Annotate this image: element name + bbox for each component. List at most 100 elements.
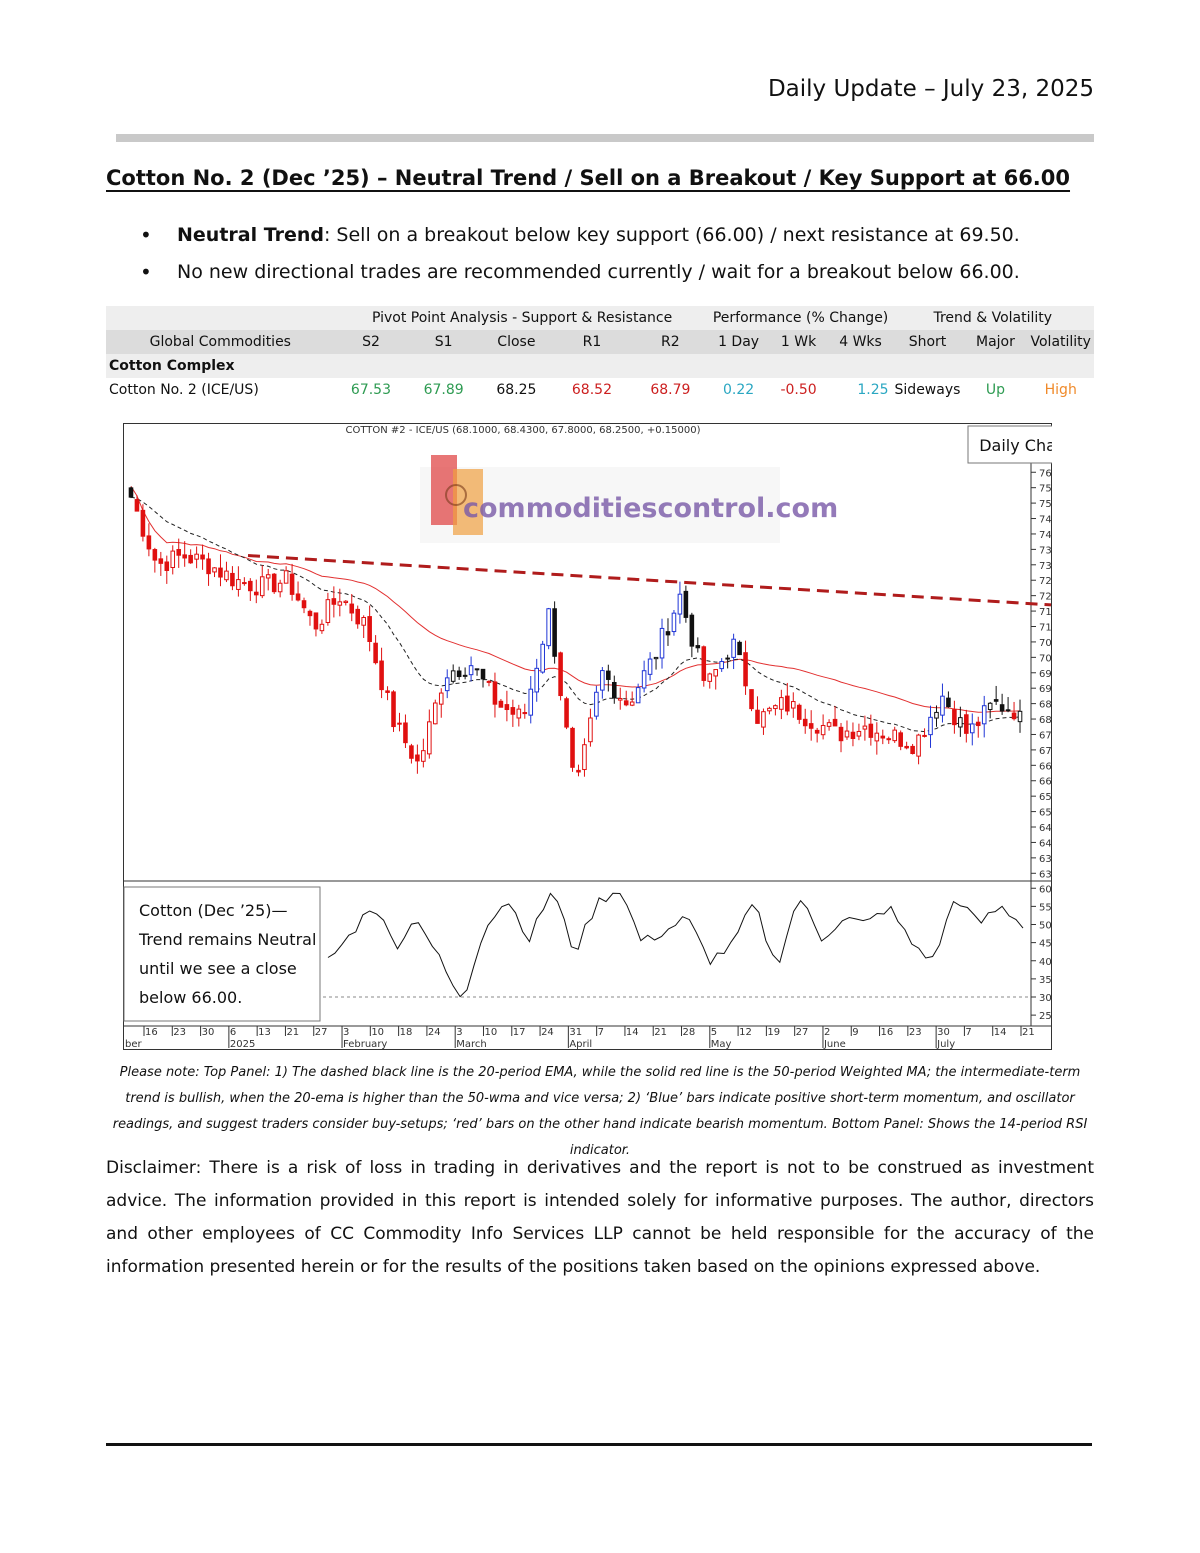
candle bbox=[904, 741, 909, 750]
candle bbox=[880, 729, 886, 745]
col-header: 4 Wks bbox=[829, 330, 892, 354]
moving-averages bbox=[130, 486, 1021, 733]
bullet-item: No new directional trades are recommende… bbox=[140, 259, 1020, 296]
candle bbox=[295, 581, 301, 602]
candle bbox=[319, 619, 325, 634]
date-tick-label: 23 bbox=[173, 1027, 186, 1038]
daily-chart-text: Daily Chart bbox=[979, 436, 1052, 455]
candle bbox=[940, 683, 945, 723]
col-header: Global Commodities bbox=[106, 330, 335, 354]
date-tick-label: 2 bbox=[824, 1027, 830, 1038]
chart-axes: 76.0 75.5 75.0 74.5 74.0 73.5 73.0 72.5 72.0 71.5… bbox=[125, 468, 1052, 1050]
candle bbox=[826, 719, 832, 731]
month-label: June bbox=[823, 1039, 846, 1050]
candle-body bbox=[910, 745, 915, 755]
candle-body bbox=[271, 573, 277, 593]
price-tick-label: 76.0 bbox=[1039, 468, 1052, 479]
rsi-tick-label: 40 bbox=[1039, 957, 1052, 968]
candle-body bbox=[832, 718, 838, 727]
candle-body bbox=[349, 603, 355, 614]
candle-body bbox=[1005, 709, 1011, 712]
candle-body bbox=[892, 729, 898, 742]
candle bbox=[140, 504, 146, 542]
date-tick-label: 9 bbox=[852, 1027, 858, 1038]
date-tick-label: 16 bbox=[145, 1027, 158, 1038]
candle bbox=[683, 585, 689, 623]
date-tick-label: 21 bbox=[1022, 1027, 1035, 1038]
candle-body bbox=[987, 702, 993, 711]
candle-body bbox=[773, 705, 778, 710]
price-tick-label: 68.5 bbox=[1039, 700, 1052, 711]
candle bbox=[564, 696, 569, 730]
candle-body bbox=[570, 727, 575, 768]
date-tick-label: 28 bbox=[683, 1027, 696, 1038]
candle-body bbox=[200, 554, 205, 560]
candle-body bbox=[1017, 710, 1023, 723]
candle-body bbox=[856, 730, 862, 737]
date-tick-label: 7 bbox=[965, 1027, 971, 1038]
section-label: Cotton Complex bbox=[106, 354, 1094, 378]
candle-body bbox=[319, 623, 325, 632]
date-tick-label: 24 bbox=[541, 1027, 554, 1038]
candle bbox=[719, 658, 724, 672]
candle-body bbox=[617, 698, 623, 701]
date-tick-label: 30 bbox=[202, 1027, 215, 1038]
candle bbox=[868, 714, 874, 746]
candle bbox=[958, 706, 963, 737]
candle bbox=[725, 654, 730, 669]
candle-body bbox=[904, 745, 909, 749]
candle bbox=[558, 651, 563, 701]
table-row: Cotton No. 2 (ICE/US) 67.53 67.89 68.25 … bbox=[106, 378, 1094, 402]
candle bbox=[1011, 701, 1017, 721]
candle-body bbox=[134, 499, 140, 512]
month-label: March bbox=[456, 1039, 486, 1050]
candle bbox=[1017, 699, 1023, 733]
price-tick-label: 73.0 bbox=[1039, 561, 1052, 572]
candle bbox=[874, 722, 880, 755]
candle bbox=[289, 563, 295, 601]
candle-body bbox=[486, 680, 492, 683]
price-tick-label: 73.5 bbox=[1039, 545, 1052, 556]
candle-body bbox=[516, 708, 522, 719]
candle-body bbox=[820, 724, 826, 736]
candle-body bbox=[814, 729, 820, 734]
candle bbox=[790, 692, 796, 718]
date-tick-label: 27 bbox=[796, 1027, 809, 1038]
candle-body bbox=[164, 561, 170, 571]
date-tick-label: 13 bbox=[258, 1027, 271, 1038]
price-tick-label: 74.5 bbox=[1039, 515, 1052, 526]
price-chart: 76.0 75.5 75.0 74.5 74.0 73.5 73.0 72.5 72.0 71.5… bbox=[123, 423, 1052, 1050]
candle bbox=[737, 640, 742, 656]
candle bbox=[438, 688, 444, 718]
report-title: Cotton No. 2 (Dec ’25) – Neutral Trend /… bbox=[106, 166, 1071, 190]
price-tick-label: 63.0 bbox=[1039, 869, 1052, 880]
day1-change: 0.22 bbox=[723, 382, 755, 398]
candle bbox=[999, 693, 1005, 715]
candle-body bbox=[611, 681, 617, 699]
candle bbox=[743, 640, 748, 695]
candle-body bbox=[492, 681, 498, 705]
month-label: July bbox=[936, 1039, 955, 1050]
candle-body bbox=[331, 598, 337, 605]
rsi-note-line: Cotton (Dec ’25)— bbox=[139, 901, 288, 920]
candle bbox=[373, 635, 378, 665]
candle bbox=[975, 716, 981, 738]
candle-body bbox=[969, 723, 975, 734]
candle-body bbox=[785, 695, 790, 712]
candle-body bbox=[432, 702, 438, 725]
candle bbox=[981, 695, 987, 738]
candle bbox=[952, 700, 957, 734]
price-tick-label: 64.0 bbox=[1039, 838, 1052, 849]
candle bbox=[665, 618, 671, 646]
col-header: 1 Day bbox=[709, 330, 768, 354]
candle-body bbox=[725, 657, 730, 660]
candle-body bbox=[731, 638, 736, 658]
month-label: February bbox=[343, 1039, 387, 1050]
candle bbox=[910, 743, 915, 755]
candle bbox=[152, 547, 158, 573]
col-header: R1 bbox=[552, 330, 632, 354]
candle-body bbox=[218, 567, 223, 578]
candle-body bbox=[158, 558, 164, 564]
price-tick-label: 72.5 bbox=[1039, 576, 1052, 587]
candle bbox=[265, 568, 271, 591]
